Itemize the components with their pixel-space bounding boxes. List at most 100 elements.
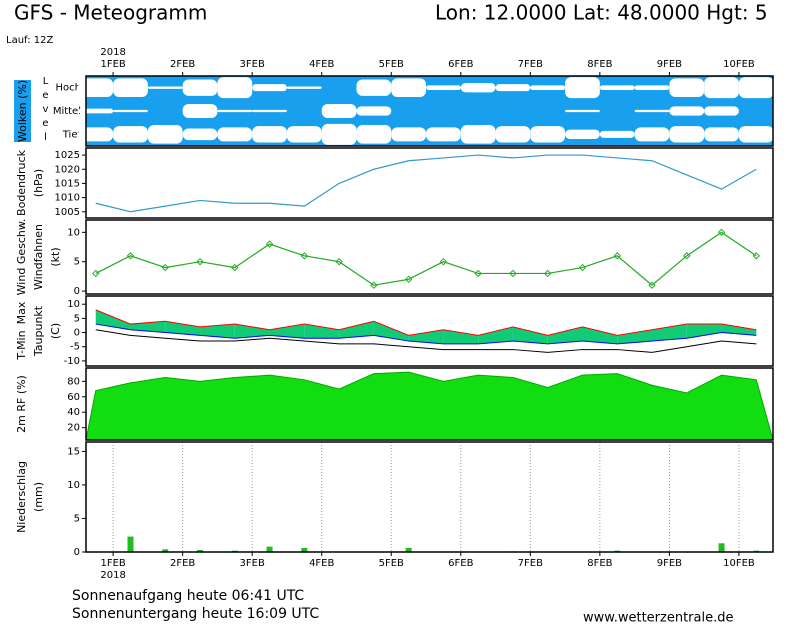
- year-label: 2018: [100, 47, 125, 58]
- cloud-cover: [217, 109, 253, 113]
- level-label: Level: [40, 76, 51, 146]
- marker: [92, 269, 100, 278]
- cloud-cover: [634, 109, 670, 113]
- run: Lauf: 12Z: [6, 35, 53, 46]
- x-tick-label: 8FEB: [587, 59, 612, 70]
- temperature-range: [721, 324, 757, 336]
- x-tick-label: 9FEB: [657, 59, 682, 70]
- area: [85, 371, 774, 441]
- title: GFS - Meteogramm: [14, 1, 207, 25]
- cloud-cover: [738, 77, 774, 99]
- x-tick-label: 5FEB: [379, 59, 404, 70]
- temperature-range: [95, 309, 131, 330]
- y-axis-label: Taupunkt: [32, 305, 45, 357]
- temperature-range: [478, 326, 513, 344]
- cloud-cover: [391, 78, 427, 97]
- x-tick-label: 5FEB: [379, 558, 404, 569]
- marker: [265, 240, 274, 248]
- cloud-cover: [565, 77, 600, 99]
- marker: [717, 228, 726, 237]
- level-name: Tief: [62, 129, 82, 140]
- temperature-range: [408, 329, 444, 344]
- site: www.wetterzentrale.de: [583, 611, 733, 625]
- y-tick-label: 0: [74, 286, 80, 297]
- y-axis-label: (mm): [32, 482, 45, 512]
- cloud-cover: [426, 127, 461, 142]
- cloud-cover: [530, 85, 566, 90]
- x-tick-label: 7FEB: [518, 558, 543, 569]
- marker: [613, 252, 621, 260]
- bar: [718, 543, 725, 552]
- x-tick-label: 4FEB: [309, 59, 334, 70]
- cloud-cover: [356, 106, 392, 116]
- marker: [474, 269, 482, 278]
- marker: [370, 281, 378, 289]
- y-tick-label: 10: [67, 227, 80, 238]
- series-name: T-Min: [15, 330, 28, 360]
- x-tick-label: 9FEB: [657, 558, 682, 569]
- cloud-cover: [460, 125, 496, 144]
- cloud-cover: [634, 85, 670, 90]
- bar: [301, 547, 308, 552]
- level-name: Mittel: [53, 106, 81, 117]
- marker: [300, 252, 309, 260]
- marker: [404, 275, 413, 284]
- y-axis-label: Bodendruck: [15, 149, 28, 216]
- y-tick-label: 1020: [55, 164, 80, 175]
- temperature-range: [200, 324, 235, 339]
- x-tick-label: 10FEB: [723, 59, 755, 70]
- x-tick-label: 8FEB: [587, 558, 612, 569]
- marker: [335, 257, 343, 266]
- sunset: Sonnenuntergang heute 16:09 UTC: [72, 606, 319, 622]
- location: Lon: 12.0000 Lat: 48.0000 Hgt: 5: [435, 1, 768, 25]
- cloud-cover: [182, 104, 218, 118]
- cloud-cover: [565, 109, 600, 113]
- sunrise: Sonnenaufgang heute 06:41 UTC: [72, 588, 304, 604]
- y-tick-label: 1010: [55, 193, 80, 204]
- marker: [509, 269, 517, 278]
- line: [95, 154, 757, 213]
- marker: [196, 257, 204, 266]
- cloud-cover: [252, 84, 287, 92]
- bar: [197, 549, 204, 552]
- marker: [161, 263, 169, 272]
- level-name: Hoch: [56, 83, 81, 94]
- temperature-range: [617, 329, 653, 344]
- panel-frame: [85, 367, 774, 441]
- cloud-cover: [495, 84, 531, 92]
- cloud-cover: [252, 109, 287, 113]
- cloud-cover: [147, 125, 183, 144]
- cloud-cover: [599, 130, 635, 138]
- year-label: 2018: [100, 570, 125, 581]
- y-tick-label: -5: [70, 342, 80, 353]
- marker: [439, 257, 448, 266]
- cloud-cover: [286, 86, 322, 89]
- y-tick-label: 10: [67, 480, 80, 491]
- marker: [683, 252, 691, 260]
- marker: [752, 252, 761, 260]
- panel-frame: [85, 295, 774, 367]
- cloud-cover: [599, 85, 635, 90]
- cloud-cover: [460, 83, 496, 93]
- temperature-range: [512, 326, 548, 344]
- label-background: [14, 80, 31, 142]
- line: [95, 309, 757, 336]
- y-tick-label: 1025: [55, 150, 80, 161]
- cloud-cover: [356, 125, 392, 144]
- temperature-range: [686, 324, 722, 339]
- marker: [231, 263, 239, 272]
- y-axis-label: Wolken (%): [16, 80, 29, 142]
- y-tick-label: 60: [67, 392, 80, 403]
- cloud-cover: [78, 78, 114, 97]
- cloud-cover: [426, 85, 461, 90]
- x-tick-label: 6FEB: [448, 558, 473, 569]
- y-axis-label: (hPa): [32, 169, 45, 197]
- cloud-cover: [252, 126, 287, 143]
- y-axis-label: Niederschlag: [15, 461, 28, 533]
- cloud-cover: [704, 106, 739, 116]
- series-name: Max: [15, 301, 28, 324]
- y-tick-label: 10: [67, 299, 80, 310]
- panel-frame: [85, 441, 774, 553]
